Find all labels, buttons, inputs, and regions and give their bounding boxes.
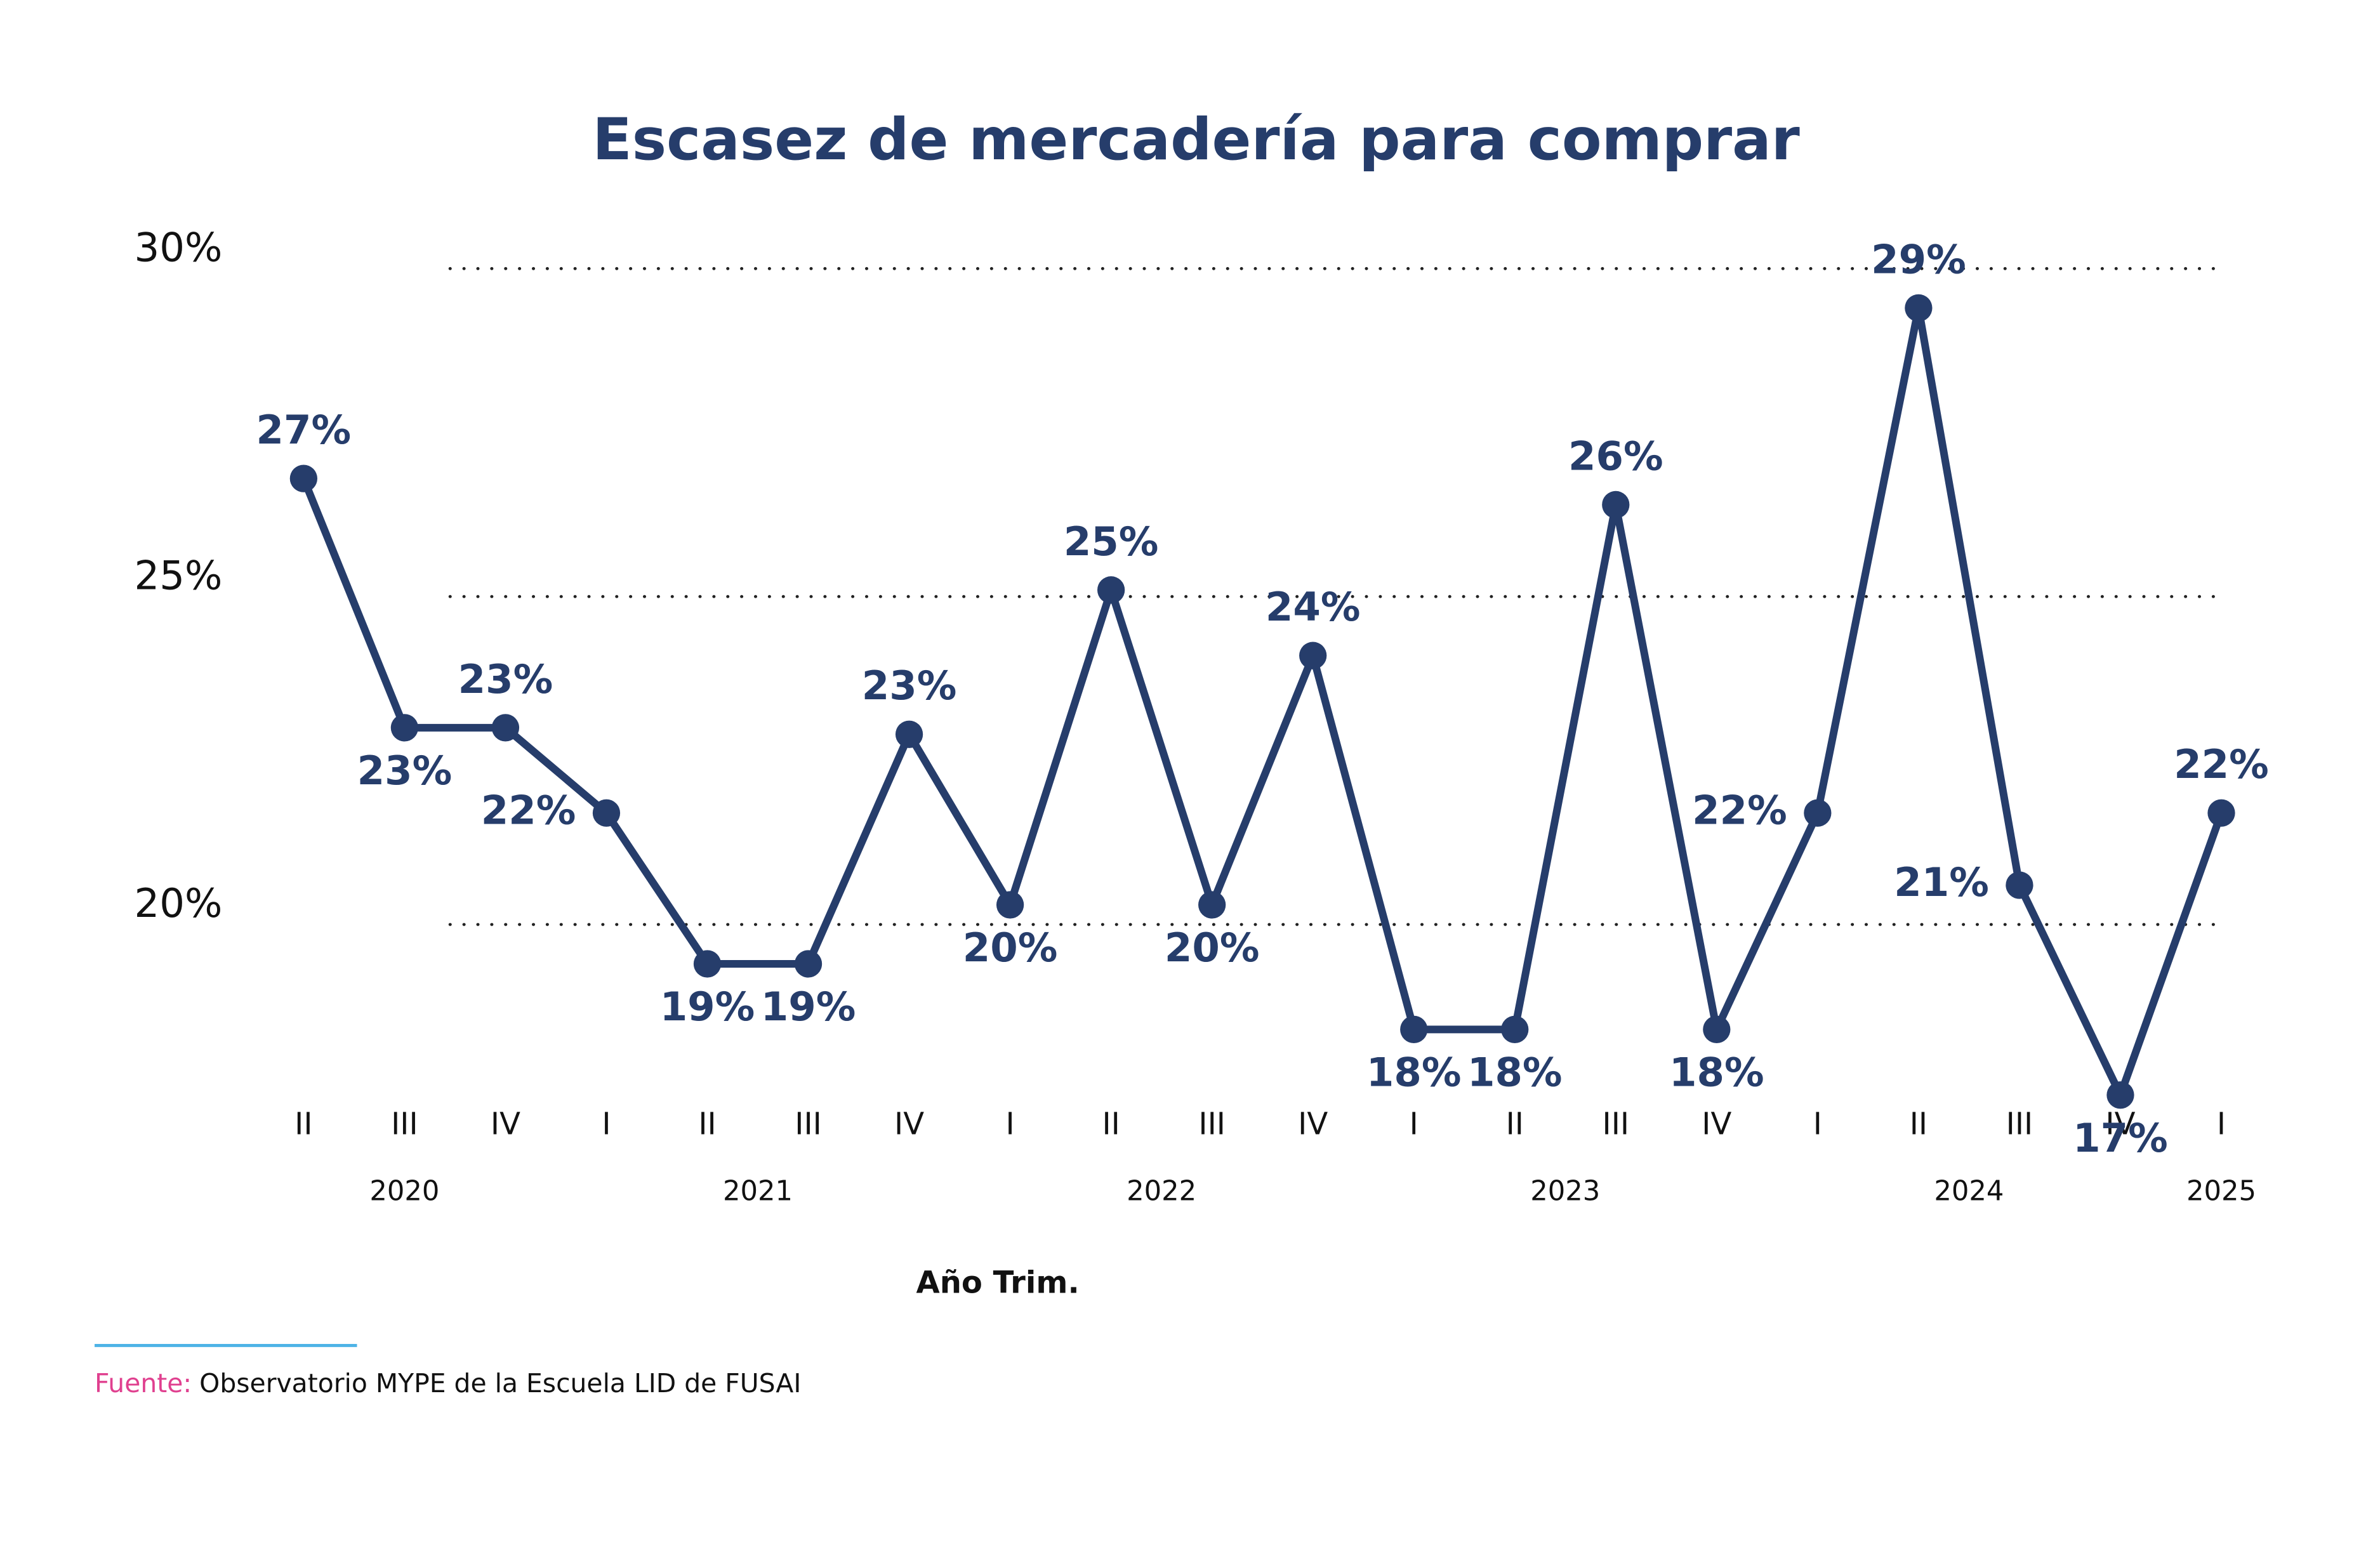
x-tick-label: III (391, 1106, 418, 1142)
x-tick-label: III (1198, 1106, 1226, 1142)
data-label: 21% (1894, 859, 1989, 905)
x-tick-label: I (1813, 1106, 1822, 1142)
data-label: 18% (1669, 1050, 1764, 1096)
point (1501, 1015, 1529, 1043)
source-label: Fuente: (95, 1368, 192, 1399)
point (2106, 1081, 2134, 1109)
point (1097, 576, 1125, 604)
point (592, 799, 621, 827)
point (895, 720, 923, 748)
x-tick-label: II (294, 1106, 312, 1142)
data-label: 17% (2073, 1115, 2168, 1161)
y-tick-label: 30% (135, 225, 223, 271)
point (1905, 294, 1933, 322)
x-tick-label: IV (894, 1106, 924, 1142)
data-label: 22% (481, 787, 576, 833)
data-label: 24% (1266, 584, 1361, 630)
x-tick-label: I (602, 1106, 611, 1142)
point (289, 464, 317, 492)
x-tick-label: IV (2105, 1106, 2135, 1142)
x-tick-label: II (1506, 1106, 1524, 1142)
x-axis-title: Año Trim. (916, 1265, 1080, 1300)
x-tick-label: III (795, 1106, 822, 1142)
point (1198, 891, 1226, 919)
data-label: 23% (357, 747, 453, 794)
data-label: 18% (1366, 1050, 1462, 1096)
data-label: 25% (1064, 518, 1159, 565)
y-tick-label: 20% (135, 880, 223, 926)
year-label: 2024 (1934, 1176, 2004, 1208)
data-label: 26% (1568, 433, 1663, 479)
point (794, 950, 823, 978)
data-label: 22% (1692, 787, 1787, 833)
point (996, 891, 1024, 919)
point (491, 714, 520, 742)
point (693, 950, 722, 978)
x-tick-label: II (698, 1106, 716, 1142)
data-label: 19% (660, 984, 755, 1030)
source: Fuente: Observatorio MYPE de la Escuela L… (95, 1368, 801, 1399)
data-label: 20% (963, 925, 1058, 971)
point (2006, 871, 2033, 899)
chart-title: Escasez de mercadería para comprar (592, 105, 1799, 173)
x-tick-label: I (1006, 1106, 1015, 1142)
year-label: 2022 (1127, 1176, 1196, 1208)
year-label: 2020 (369, 1176, 439, 1208)
point (1299, 642, 1327, 669)
point (1804, 799, 1832, 827)
data-label: 27% (256, 407, 352, 453)
data-label: 20% (1165, 925, 1260, 971)
point (390, 714, 419, 742)
x-tick-label: III (2006, 1106, 2033, 1142)
y-tick-label: 25% (135, 552, 223, 598)
point (1703, 1015, 1731, 1043)
data-label: 19% (761, 984, 856, 1030)
point (1602, 490, 1630, 519)
data-label: 23% (458, 656, 553, 702)
year-label: 2025 (2186, 1176, 2256, 1208)
x-tick-label: I (1410, 1106, 1418, 1142)
data-label: 18% (1467, 1050, 1563, 1096)
year-label: 2021 (723, 1176, 793, 1208)
x-tick-label: II (1910, 1106, 1927, 1142)
x-tick-label: III (1603, 1106, 1630, 1142)
line (300, 304, 2225, 1099)
data-label: 22% (2174, 741, 2269, 787)
data-label: 23% (862, 662, 957, 709)
point (2207, 799, 2235, 827)
point (1400, 1015, 1428, 1043)
source-text: Observatorio MYPE de la Escuela LID de F… (199, 1368, 801, 1399)
x-tick-label: I (2217, 1106, 2226, 1142)
x-tick-label: IV (491, 1106, 520, 1142)
x-tick-label: IV (1702, 1106, 1731, 1142)
data-label: 29% (1871, 236, 1966, 282)
x-tick-label: II (1102, 1106, 1120, 1142)
year-label: 2023 (1530, 1176, 1600, 1208)
x-tick-label: IV (1298, 1106, 1328, 1142)
